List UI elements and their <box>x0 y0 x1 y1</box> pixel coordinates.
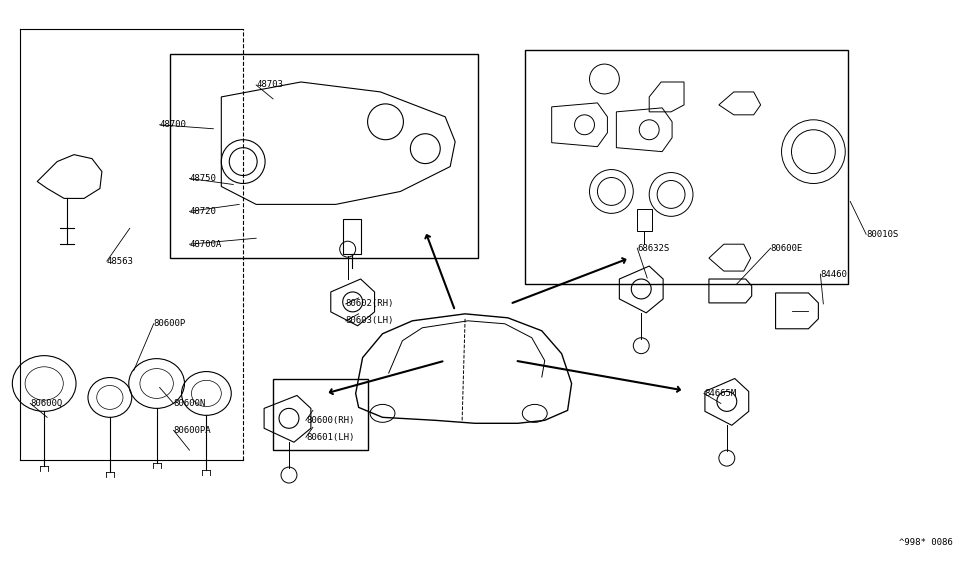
Text: 80603(LH): 80603(LH) <box>346 316 394 325</box>
Bar <box>170 54 478 258</box>
Text: 80602(RH): 80602(RH) <box>346 299 394 308</box>
Text: 48750: 48750 <box>189 174 216 183</box>
Text: 80600PA: 80600PA <box>174 426 212 435</box>
Text: 80600Q: 80600Q <box>30 399 62 408</box>
Text: 80601(LH): 80601(LH) <box>306 433 354 441</box>
Text: ^998* 0086: ^998* 0086 <box>899 538 953 547</box>
Text: 48700: 48700 <box>160 121 186 129</box>
Text: 48720: 48720 <box>189 207 216 216</box>
Text: 80600(RH): 80600(RH) <box>306 416 354 425</box>
Text: 68632S: 68632S <box>638 244 670 252</box>
Text: 48563: 48563 <box>107 256 134 265</box>
Bar <box>273 379 368 450</box>
Bar <box>525 50 848 284</box>
Text: 84665M: 84665M <box>704 389 736 398</box>
Text: 80600N: 80600N <box>174 399 206 408</box>
Text: 84460: 84460 <box>820 269 847 278</box>
Text: 48700A: 48700A <box>189 239 221 248</box>
Text: 80600P: 80600P <box>154 319 186 328</box>
Text: 80600E: 80600E <box>770 244 802 252</box>
Bar <box>638 209 652 231</box>
Text: 80010S: 80010S <box>866 230 898 239</box>
Bar <box>343 219 361 254</box>
Text: 48703: 48703 <box>256 80 283 89</box>
